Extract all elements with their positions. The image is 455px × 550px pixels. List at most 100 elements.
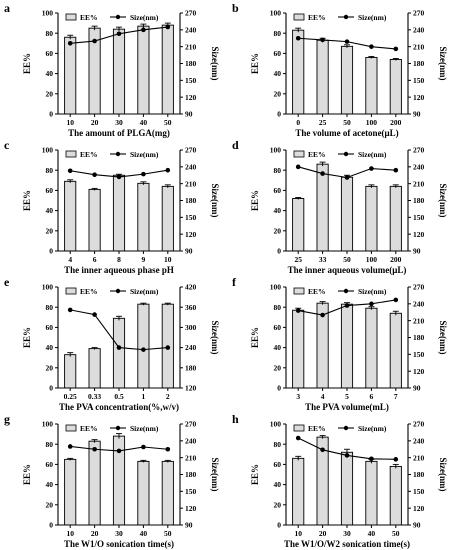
legend-label-size: Size(nm): [130, 13, 159, 22]
y-tick-label-left: 40: [274, 343, 282, 352]
bar-ee: [137, 460, 150, 526]
marker-size: [295, 435, 301, 441]
y-tick-label-left: 40: [46, 206, 54, 215]
marker-size: [320, 447, 325, 453]
y-tick-label-right: 120: [185, 504, 197, 513]
y-tick-label-right: 180: [413, 59, 425, 68]
chart-panel-d: d 0 20 40 60 80 100 90 120 150 180 210 240 270 25 33 50 1…: [232, 138, 448, 275]
bar-ee: [161, 185, 174, 252]
y-tick-label-left: 100: [270, 420, 282, 429]
y-tick-label-right: 90: [185, 110, 193, 119]
y-tick-label-right: 150: [413, 213, 425, 222]
x-tick-label: 50: [343, 255, 351, 264]
x-tick-label: 0.33: [88, 392, 101, 401]
marker-size: [92, 312, 97, 317]
y-tick-label-left: 40: [46, 480, 54, 489]
x-tick-label: 40: [140, 118, 148, 127]
x-axis-title: The inner aqueous volume(μL): [288, 265, 407, 275]
y-tick-label-right: 240: [185, 162, 197, 171]
y-tick-label-left: 20: [46, 363, 54, 372]
marker-size: [141, 27, 146, 33]
legend-label-ee: EE%: [80, 150, 98, 159]
y2-axis-title: Size(nm): [438, 184, 448, 218]
marker-size: [393, 297, 399, 303]
chart-panel-g: g 0 20 40 60 80 100 90 120 150 180 210 240 270 10 20 30 4…: [4, 412, 220, 549]
legend-marker-size: [343, 151, 349, 157]
y-axis-title: EE%: [250, 190, 260, 211]
y2-axis-title: Size(nm): [210, 47, 220, 81]
x-tick-label: 5: [345, 392, 349, 401]
y2-axis-title: Size(nm): [438, 458, 448, 492]
x-tick-label: 50: [164, 529, 172, 538]
y-tick-label-left: 20: [46, 500, 54, 509]
legend-swatch-ee: [65, 13, 77, 21]
y-tick-label-left: 80: [46, 166, 54, 175]
y-tick-label-left: 100: [42, 420, 54, 429]
chart-panel-f: f 0 20 40 60 80 100 90 120 150 180 210 240 270 3 4 5 6 7 EE…: [232, 275, 448, 412]
y-tick-label-right: 180: [185, 363, 197, 372]
y-tick-label-left: 20: [46, 226, 54, 235]
y-tick-label-right: 180: [185, 470, 197, 479]
marker-size: [67, 41, 73, 46]
y-tick-label-left: 60: [274, 186, 282, 195]
x-tick-label: 50: [392, 529, 400, 538]
marker-size: [369, 456, 374, 462]
y-tick-label-right: 180: [185, 196, 197, 205]
x-tick-label: 25: [294, 255, 302, 264]
y-tick-label-right: 210: [185, 453, 197, 462]
panel-label: a: [4, 1, 10, 15]
bar-ee: [64, 458, 77, 526]
chart-panel-b: b 0 20 40 60 80 100 90 120 150 180 210 240 270 0 25 50 10…: [232, 1, 448, 138]
legend-label-ee: EE%: [80, 13, 98, 22]
y-tick-label-left: 80: [274, 29, 282, 38]
y-tick-label-right: 120: [185, 384, 197, 393]
bar-ee: [389, 59, 402, 115]
x-axis-title: The amount of PLGA(mg): [68, 128, 170, 138]
x-tick-label: 50: [164, 118, 172, 127]
marker-size: [320, 171, 325, 176]
marker-size: [67, 444, 73, 449]
y2-axis-title: Size(nm): [210, 321, 220, 355]
y-tick-label-right: 210: [413, 42, 425, 51]
x-tick-label: 20: [319, 529, 327, 538]
y-tick-label-left: 0: [277, 247, 281, 256]
bar-ee: [137, 303, 150, 389]
legend-label-ee: EE%: [80, 424, 98, 433]
marker-size: [116, 174, 122, 180]
chart-panel-a: a 0 20 40 60 80 100 90 120 150 180 210 240 270 10 20 30 4…: [4, 1, 220, 138]
y-tick-label-left: 80: [274, 440, 282, 449]
marker-size: [92, 446, 97, 452]
y-tick-label-right: 180: [413, 196, 425, 205]
y-tick-label-right: 120: [413, 93, 425, 102]
y-tick-label-left: 80: [274, 166, 282, 175]
y-tick-label-right: 240: [185, 436, 197, 445]
marker-size: [116, 448, 122, 454]
legend-swatch-ee: [65, 150, 77, 158]
legend-label-size: Size(nm): [358, 150, 387, 159]
y-tick-label-right: 420: [185, 283, 197, 292]
y-tick-label-right: 120: [185, 93, 197, 102]
marker-size: [92, 38, 97, 44]
bar-ee: [112, 174, 126, 252]
x-tick-label: 40: [368, 529, 376, 538]
bar-ee: [292, 29, 305, 115]
bar-ee: [292, 309, 305, 389]
marker-size: [116, 31, 122, 37]
y-tick-label-left: 100: [270, 283, 282, 292]
legend-marker-size: [115, 288, 121, 294]
x-tick-label: 10: [294, 529, 302, 538]
y-axis-title: EE%: [250, 327, 260, 348]
bar-ee: [112, 317, 126, 389]
legend: EE% Size(nm): [65, 13, 159, 22]
y-tick-label-right: 150: [185, 487, 197, 496]
bar-ee: [292, 457, 305, 526]
y-tick-label-right: 120: [413, 367, 425, 376]
bar-ee: [365, 56, 378, 115]
legend-label-size: Size(nm): [130, 287, 159, 296]
x-tick-label: 2: [166, 392, 170, 401]
y-tick-label-right: 90: [185, 247, 193, 256]
y-tick-label-right: 360: [185, 303, 197, 312]
legend-label-size: Size(nm): [130, 150, 159, 159]
marker-size: [344, 303, 350, 308]
y-tick-label-right: 240: [185, 343, 197, 352]
